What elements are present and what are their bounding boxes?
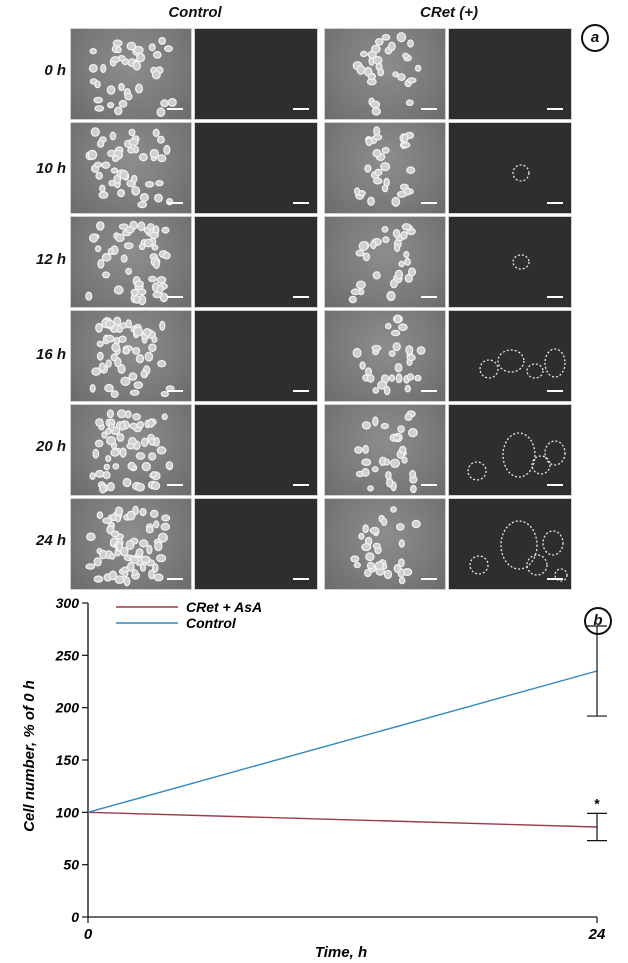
- scale-bar: [167, 108, 183, 110]
- cells-image: [89, 316, 175, 398]
- scale-bar: [421, 202, 437, 204]
- control-fluorescence-tile: [194, 310, 318, 402]
- cells-image: [348, 223, 417, 304]
- x-axis-label: Time, h: [315, 944, 367, 961]
- marked-regions: [512, 254, 530, 270]
- cret-phase-tile: [324, 216, 446, 308]
- scale-bar: [547, 484, 563, 486]
- control-fluorescence-tile: [194, 498, 318, 590]
- scale-bar: [421, 108, 437, 110]
- control-fluorescence-tile: [194, 122, 318, 214]
- y-tick-label: 100: [56, 804, 80, 820]
- x-tick-label: 0: [84, 926, 93, 943]
- cells-image: [89, 409, 174, 494]
- cret-phase-tile: [324, 404, 446, 496]
- scale-bar: [547, 108, 563, 110]
- control-phase-tile: [70, 122, 192, 214]
- control-fluorescence-tile: [194, 404, 318, 496]
- marked-regions: [469, 520, 568, 582]
- cret-phase-tile: [324, 310, 446, 402]
- control-fluorescence-tile: [194, 28, 318, 120]
- legend-label: CRet + AsA: [186, 599, 262, 615]
- scale-bar: [167, 296, 183, 298]
- y-tick-label: 300: [56, 595, 80, 611]
- y-axis-label: Cell number, % of 0 h: [21, 680, 38, 832]
- cells-image: [85, 127, 174, 209]
- scale-bar: [547, 390, 563, 392]
- y-tick-label: 250: [55, 647, 80, 663]
- cells-image: [352, 314, 426, 396]
- scale-bar: [547, 296, 563, 298]
- cret-fluorescence-tile: [448, 498, 572, 590]
- scale-bar: [547, 578, 563, 580]
- cells-image: [353, 126, 416, 207]
- row-label-10h: 10 h: [35, 160, 66, 177]
- control-fluorescence-tile: [194, 216, 318, 308]
- marked-regions: [479, 348, 566, 379]
- cret-fluorescence-tile: [448, 404, 572, 496]
- y-tick-label: 50: [63, 857, 79, 873]
- scale-bar: [293, 202, 309, 204]
- cells-image: [354, 410, 418, 494]
- scale-bar: [293, 108, 309, 110]
- scale-bar: [293, 296, 309, 298]
- scale-bar: [167, 202, 183, 204]
- cells-image: [88, 36, 177, 117]
- control-phase-tile: [70, 404, 192, 496]
- panel-label-b: b: [584, 607, 612, 635]
- cells-image: [85, 220, 171, 306]
- cret-fluorescence-tile: [448, 122, 572, 214]
- control-phase-tile: [70, 216, 192, 308]
- scale-bar: [421, 484, 437, 486]
- significance-marker: *: [594, 795, 600, 811]
- control-phase-tile: [70, 28, 192, 120]
- marked-regions: [512, 164, 530, 182]
- row-label-12h: 12 h: [35, 251, 66, 268]
- y-tick-label: 150: [56, 752, 80, 768]
- scale-bar: [167, 578, 183, 580]
- row-label-0h: 0 h: [44, 62, 66, 79]
- scale-bar: [421, 578, 437, 580]
- cret-fluorescence-tile: [448, 28, 572, 120]
- panel-label-a: a: [581, 24, 609, 52]
- scale-bar: [293, 390, 309, 392]
- column-header-control: Control: [168, 4, 222, 21]
- series-line-0: [87, 811, 598, 828]
- cret-phase-tile: [324, 28, 446, 120]
- column-header-cret: CRet (+): [420, 4, 478, 21]
- scale-bar: [421, 296, 437, 298]
- y-tick-label: 0: [71, 909, 79, 925]
- marked-regions: [467, 432, 566, 481]
- row-label-20h: 20 h: [35, 438, 66, 455]
- scale-bar: [293, 578, 309, 580]
- control-phase-tile: [70, 498, 192, 590]
- cret-fluorescence-tile: [448, 310, 572, 402]
- chart-series: *: [87, 625, 607, 842]
- chart-axes: 0 50 100 150 200 250 300 0 24: [55, 595, 606, 943]
- cells-image: [85, 505, 171, 587]
- x-tick-label: 24: [588, 926, 606, 943]
- scale-bar: [421, 390, 437, 392]
- row-label-16h: 16 h: [35, 346, 66, 363]
- cell-number-chart: 0 50 100 150 200 250 300 0 24 * CRet + AsAContro…: [21, 595, 607, 961]
- scale-bar: [547, 202, 563, 204]
- y-tick-label: 200: [55, 700, 80, 716]
- row-label-24h: 24 h: [35, 532, 66, 549]
- scale-bar: [167, 390, 183, 392]
- cret-phase-tile: [324, 122, 446, 214]
- cells-image: [350, 506, 421, 585]
- control-phase-tile: [70, 310, 192, 402]
- cells-image: [352, 32, 422, 116]
- cret-phase-tile: [324, 498, 446, 590]
- scale-bar: [293, 484, 309, 486]
- legend-label: Control: [186, 615, 237, 631]
- series-line-1: [87, 670, 598, 813]
- cret-fluorescence-tile: [448, 216, 572, 308]
- scale-bar: [167, 484, 183, 486]
